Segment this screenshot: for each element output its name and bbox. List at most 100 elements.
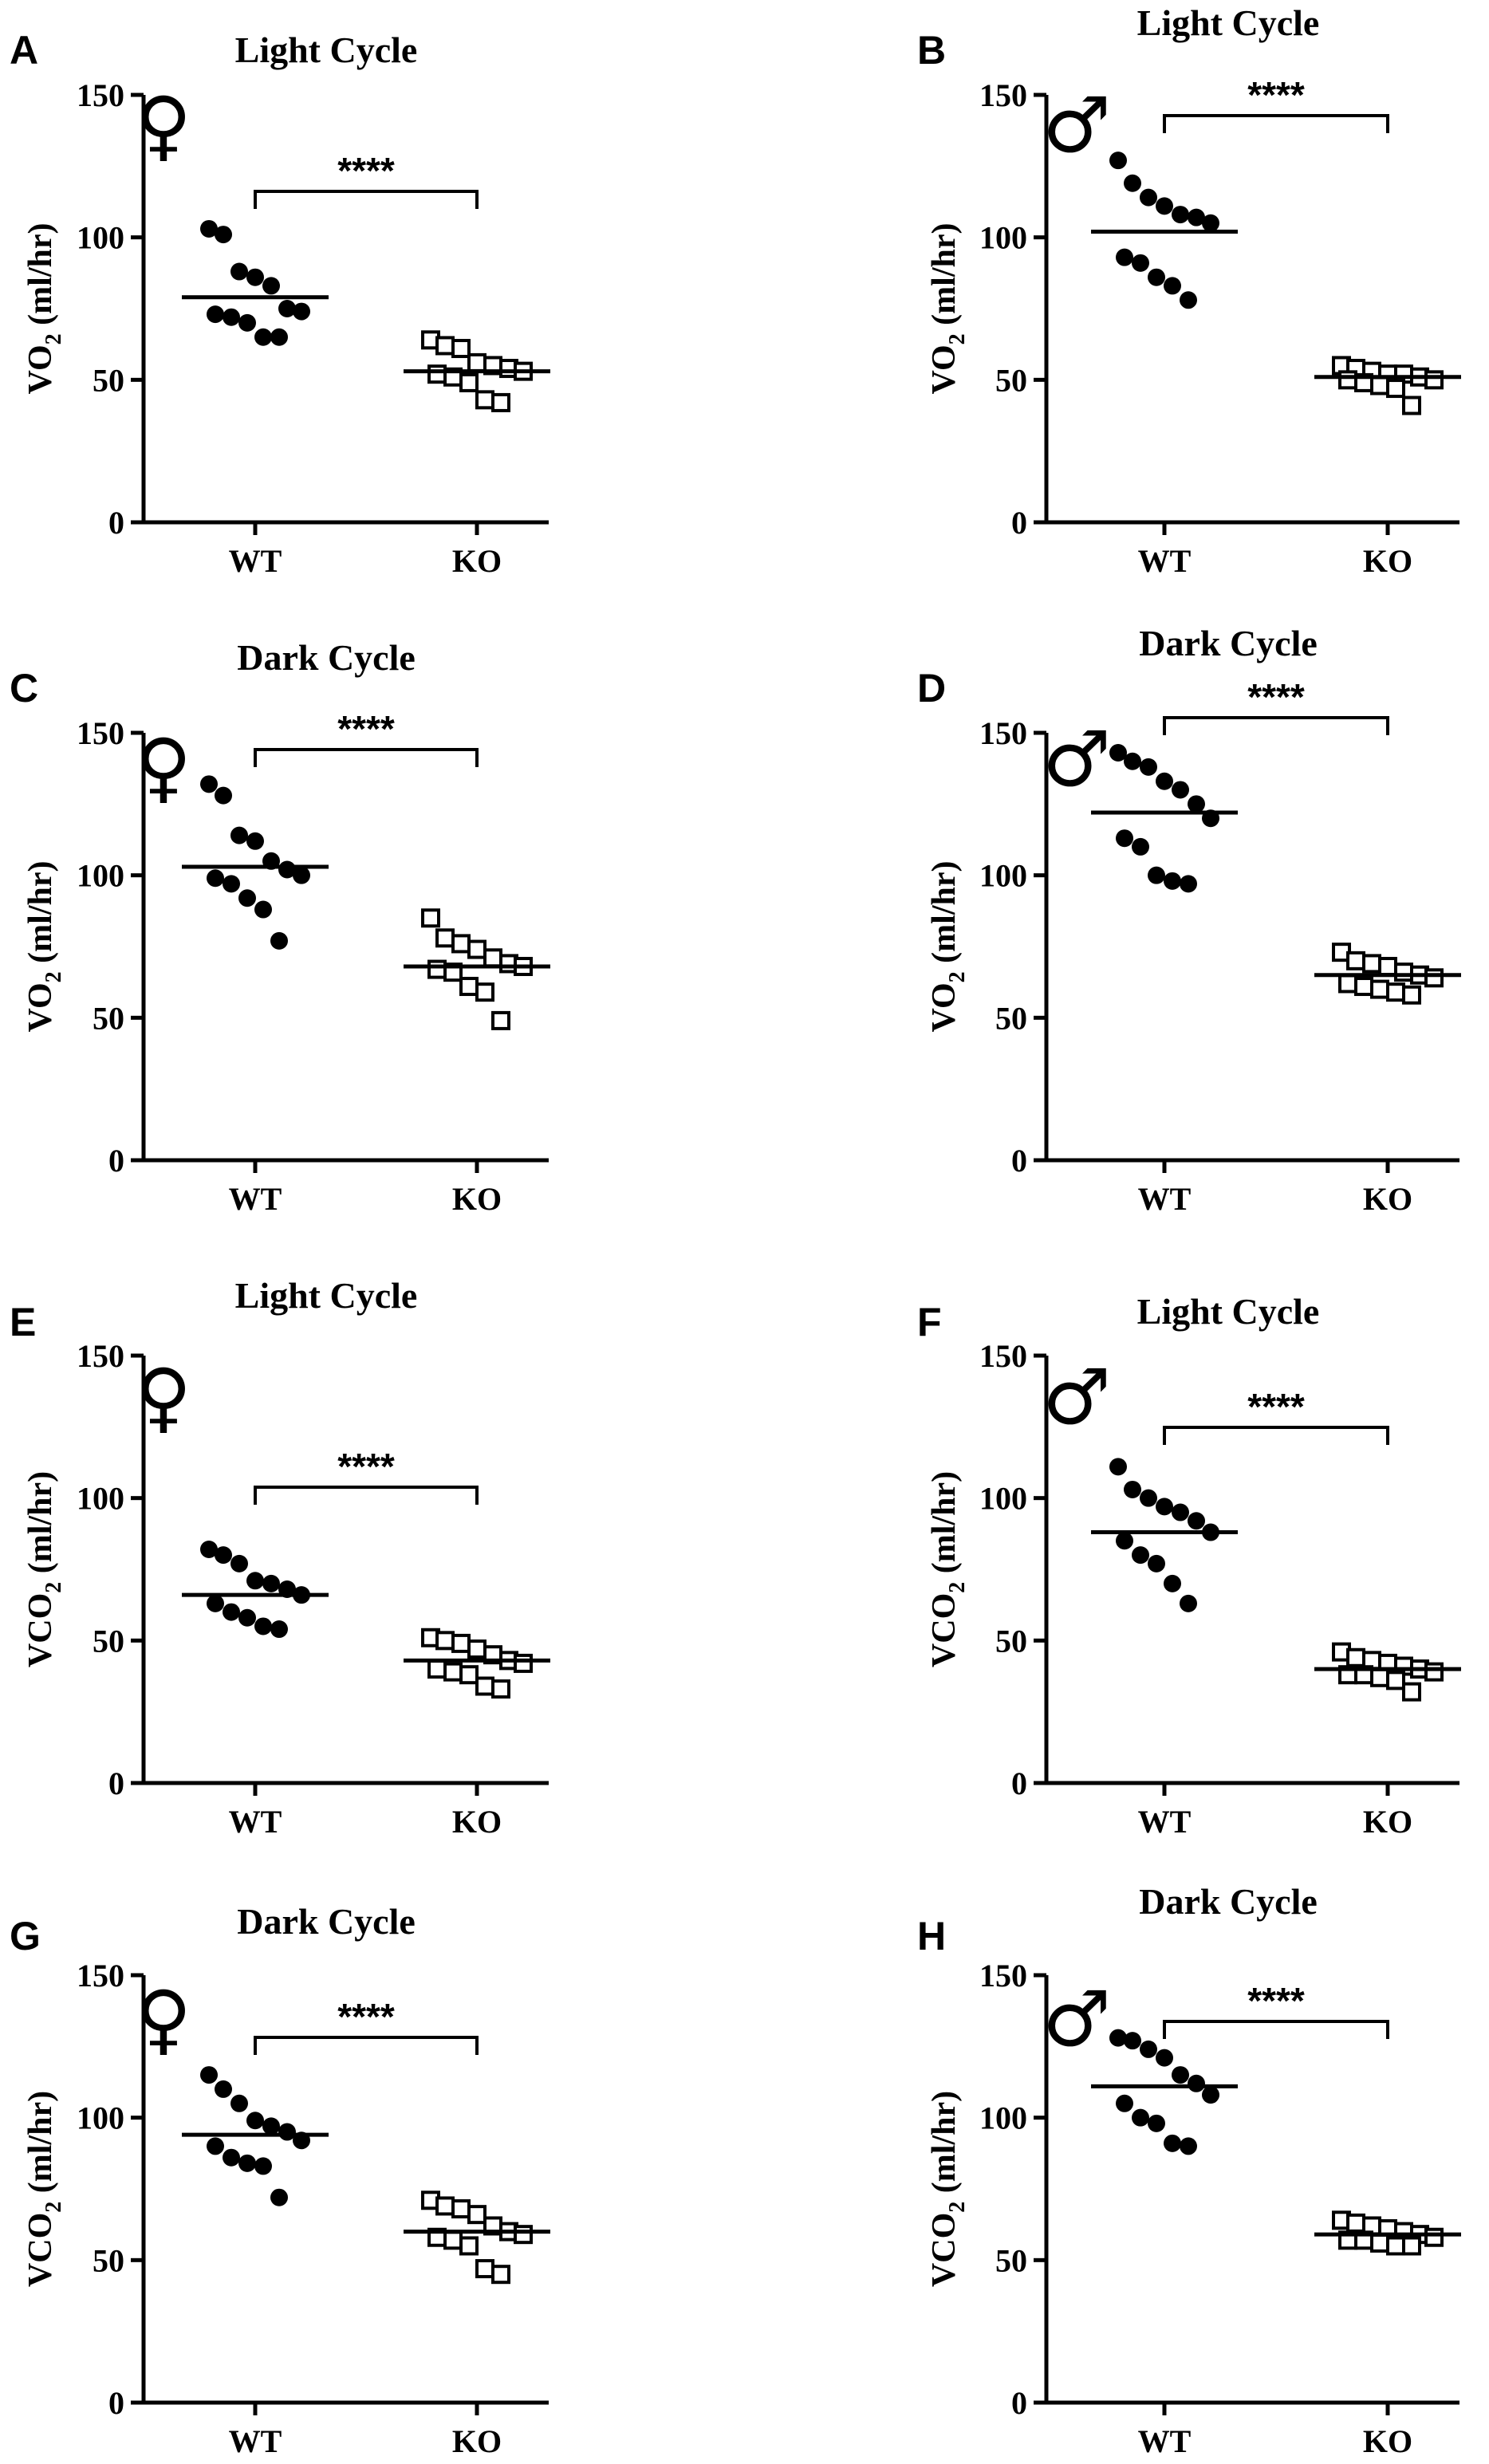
series-wt [182,219,329,346]
y-tick-label: 100 [979,1481,1027,1517]
x-tick-label: KO [452,543,502,579]
data-point [459,977,479,997]
data-point [1132,1546,1149,1565]
data-point [451,2199,471,2219]
data-point [491,1010,510,1030]
data-point [514,1653,533,1673]
x-tick-label: WT [1138,1181,1192,1217]
data-point [238,313,256,332]
data-point [1188,1512,1205,1530]
data-point [1156,2049,1173,2067]
panel-letter: G [10,1914,41,1958]
data-point [1180,291,1197,309]
data-point [200,219,218,238]
y-tick-label: 150 [979,715,1027,751]
data-point [1164,872,1181,890]
y-tick-label: 50 [995,2242,1027,2278]
y-tick-label: 50 [93,362,124,398]
data-point [223,2148,240,2167]
panel-letter: C [10,666,38,710]
panel-letter: A [10,28,38,73]
data-point [1140,188,1157,207]
significance-label: **** [337,1996,395,2037]
series-ko [404,2190,550,2285]
data-point [1370,1667,1389,1687]
data-point [1378,957,1397,977]
data-point [238,1608,256,1627]
data-point [1402,396,1421,415]
data-point [230,826,248,844]
significance-bracket [1163,716,1389,735]
data-point [1124,174,1141,192]
data-point [475,1676,494,1696]
y-tick-label: 50 [93,2242,124,2278]
panel-c: C Dark Cycle 0 50 100 150 WT KO VO2 (ml/hr) ♀ **** [10,637,550,1217]
data-point [451,934,471,954]
series-ko [404,330,550,412]
y-tick-label: 100 [979,858,1027,894]
data-point [223,308,240,326]
data-point [443,2230,463,2250]
x-tick-label: WT [1138,2423,1192,2459]
data-point [215,226,232,244]
data-point [1394,962,1413,982]
data-point [1338,974,1357,994]
x-tick-label: KO [1363,1804,1412,1840]
y-tick-label: 100 [77,858,124,894]
data-point [421,908,440,928]
data-point [467,939,486,959]
data-point [1424,2227,1444,2247]
x-tick-label: KO [452,1181,502,1217]
data-point [1148,2114,1165,2132]
data-point [1386,982,1405,1002]
data-point [443,1662,463,1682]
chart-title: Dark Cycle [237,637,416,678]
series-ko [1314,943,1461,1005]
y-tick-label: 150 [979,1338,1027,1374]
y-tick-label: 0 [1011,2385,1027,2421]
data-point [215,2080,232,2098]
data-point [207,305,224,324]
data-point [467,2205,486,2225]
y-tick-label: 0 [108,1765,124,1801]
data-point [238,2154,256,2172]
data-point [215,1546,232,1565]
data-point [1188,208,1205,226]
data-point [1156,197,1173,215]
y-tick-label: 50 [995,362,1027,398]
data-point [1402,985,1421,1005]
data-point [246,832,264,850]
x-tick-label: WT [1138,543,1192,579]
y-tick-label: 50 [995,1000,1027,1036]
data-point [230,1554,248,1572]
significance-bracket [1163,1426,1389,1445]
y-tick-label: 100 [77,1481,124,1517]
significance-label: **** [337,708,395,750]
y-tick-label: 0 [1011,1765,1027,1801]
data-point [1370,2233,1389,2253]
data-point [475,982,494,1002]
data-point [1424,370,1444,390]
data-point [207,869,224,888]
significance-label: **** [1247,74,1305,116]
data-point [1172,1503,1189,1521]
y-tick-label: 0 [108,1143,124,1179]
significance-label: **** [1247,1980,1305,2021]
data-point [1424,1662,1444,1682]
panel-b: B Light Cycle 0 50 100 150 WT KO VO2 (ml/hr) ♂ ***… [917,2,1461,579]
x-tick-label: KO [452,1804,502,1840]
sex-symbol: ♂ [1042,81,1111,170]
chart-title: Dark Cycle [1139,623,1318,663]
data-point [270,328,288,346]
data-point [270,931,288,950]
data-point [1362,954,1381,974]
data-point [1116,829,1133,848]
series-ko [404,908,550,1030]
panel-a: A Light Cycle 0 50 100 150 WT KO VO2 (ml/hr) ♀ ***… [10,28,550,579]
significance-bracket [254,2036,479,2055]
data-point [1148,268,1165,286]
y-tick-label: 0 [108,505,124,541]
data-point [1386,379,1405,399]
y-axis-label: VO2 (ml/hr) [926,861,970,1033]
y-tick-label: 100 [77,2100,124,2136]
